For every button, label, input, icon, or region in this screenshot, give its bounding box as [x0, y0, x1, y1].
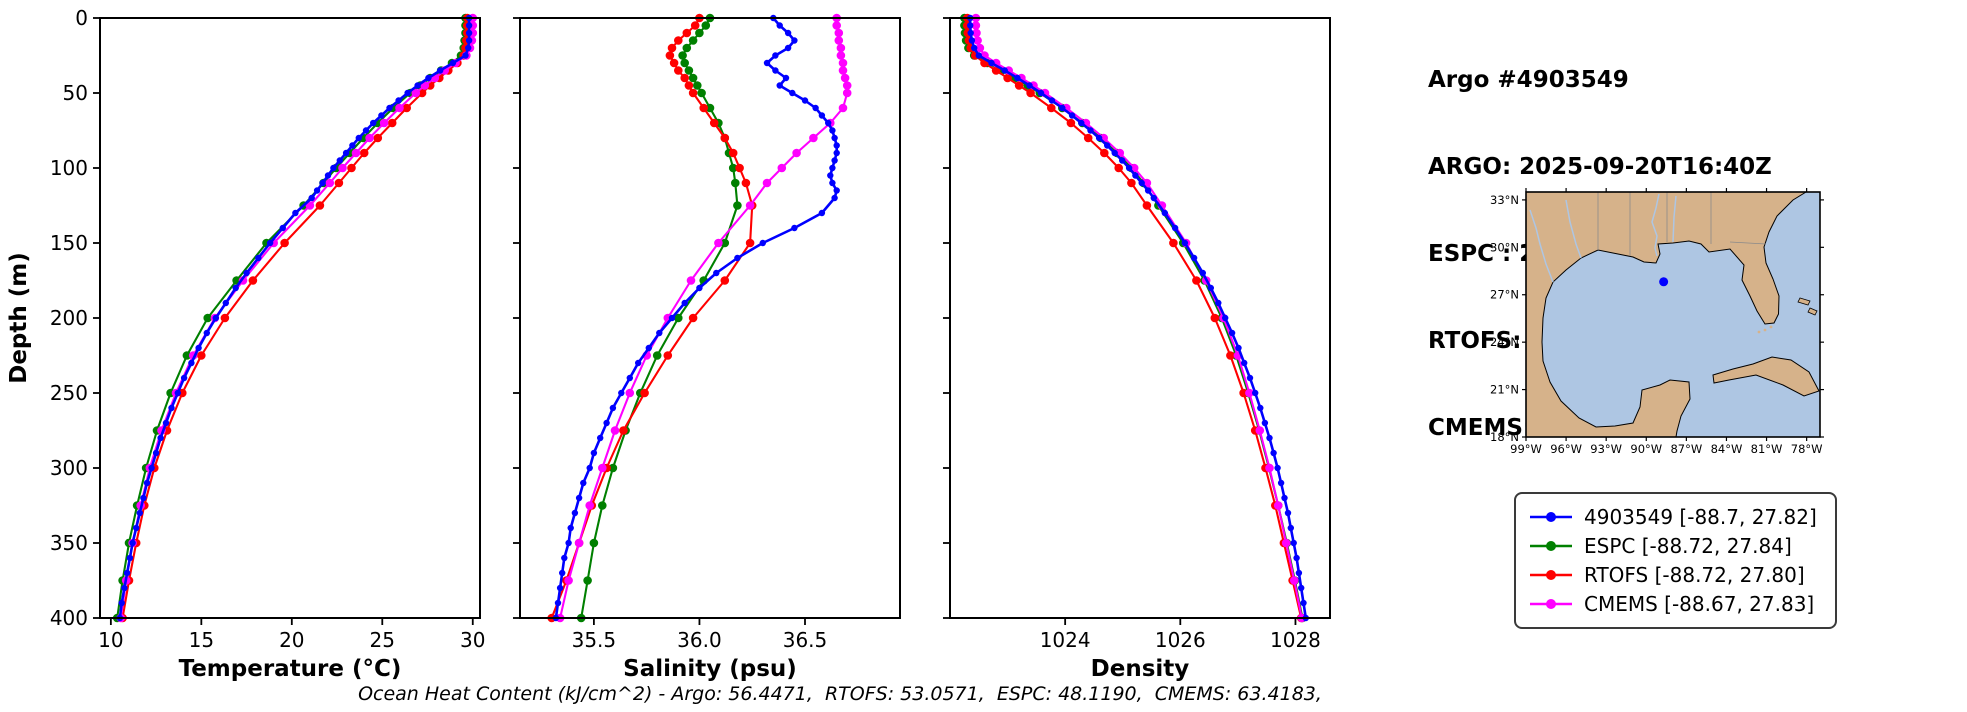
- depth-tick-label: 250: [50, 381, 88, 405]
- temperature-xtick-label: 25: [370, 628, 395, 652]
- temperature-series-cmems: [116, 13, 478, 623]
- depth-tick-label: 100: [50, 156, 88, 180]
- density-series-4903549: [967, 14, 1310, 622]
- ohc-footer: Ocean Heat Content (kJ/cm^2) - Argo: 56.…: [358, 683, 1322, 705]
- profile-charts: 10 15 20 25 30050100150200250300350400Temper…: [6, 6, 1331, 682]
- salinity-axis-label: Salinity (psu): [623, 656, 797, 682]
- map-lon-tick-label: 81°W: [1751, 442, 1783, 456]
- argo-timestamp: ARGO: 2025-09-20T16:40Z: [1428, 154, 1772, 180]
- legend-swatch-rtofs: [1530, 570, 1572, 580]
- salinity-panel: 35.5 36.0 36.5 Salinity (psu): [513, 13, 901, 682]
- depth-tick-label: 150: [50, 231, 88, 255]
- temperature-series-espc: [112, 13, 470, 623]
- legend-item-espc: ESPC [-88.72, 27.84]: [1528, 532, 1817, 560]
- temperature-xtick-label: 15: [189, 628, 214, 652]
- temperature-series-4903549: [116, 14, 473, 622]
- map-frame: [1525, 191, 1821, 438]
- legend-item-cmems: CMEMS [-88.67, 27.83]: [1528, 590, 1817, 618]
- density-xtick-label: 1028: [1270, 628, 1321, 652]
- map-ticks: 99°W 96°W 93°W 90°W 87°W 84°W 81°W 78°W 18°N 21°N…: [1490, 188, 1824, 456]
- legend-swatch-espc: [1530, 541, 1572, 551]
- depth-tick-label: 400: [50, 606, 88, 630]
- density-series-cmems: [971, 13, 1307, 623]
- float-position-marker: [1659, 277, 1669, 287]
- temperature-xtick-label: 20: [279, 628, 304, 652]
- salinity-series-espc: [576, 13, 742, 623]
- map-lon-tick-label: 90°W: [1630, 442, 1662, 456]
- salinity-xtick-label: 35.5: [572, 628, 617, 652]
- map-lon-tick-label: 99°W: [1510, 442, 1542, 456]
- temperature-panel: 10 15 20 25 30050100150200250300350400Temper…: [50, 6, 486, 682]
- rivers: [1529, 193, 1677, 283]
- map-lon-tick-label: 93°W: [1590, 442, 1622, 456]
- density-xtick-label: 1026: [1155, 628, 1206, 652]
- depth-tick-label: 350: [50, 531, 88, 555]
- salinity-series-cmems: [555, 13, 852, 623]
- map-lat-tick-label: 27°N: [1490, 288, 1519, 302]
- density-panel: 1024 1026 1028 Density: [943, 13, 1331, 682]
- salinity-xtick-label: 36.5: [783, 628, 828, 652]
- florida-keys: [1757, 325, 1773, 334]
- depth-tick-label: 300: [50, 456, 88, 480]
- legend-swatch-argo: [1530, 512, 1572, 522]
- legend-item-rtofs: RTOFS [-88.72, 27.80]: [1528, 561, 1817, 589]
- map-lat-tick-label: 33°N: [1490, 193, 1519, 207]
- temperature-xtick-label: 30: [460, 628, 485, 652]
- temperature-frame: [99, 17, 481, 619]
- cuba-island: [1712, 356, 1820, 397]
- depth-tick-label: 0: [75, 6, 88, 30]
- map-lon-tick-label: 84°W: [1711, 442, 1743, 456]
- map-lon-tick-label: 96°W: [1550, 442, 1582, 456]
- legend-label: 4903549 [-88.7, 27.82]: [1584, 505, 1817, 529]
- temperature-xtick-label: 10: [98, 628, 123, 652]
- map-lon-tick-label: 78°W: [1791, 442, 1823, 456]
- depth-axis-label: Depth (m): [6, 252, 32, 384]
- north-america-landmass: [1525, 191, 1808, 438]
- map-lat-tick-label: 24°N: [1490, 335, 1519, 349]
- legend-swatch-cmems: [1530, 599, 1572, 609]
- temperature-series-rtofs: [118, 13, 472, 623]
- map-lat-tick-label: 30°N: [1490, 240, 1519, 254]
- salinity-series-4903549: [552, 14, 840, 622]
- depth-tick-label: 200: [50, 306, 88, 330]
- salinity-series-rtofs: [547, 13, 757, 623]
- map-lat-tick-label: 21°N: [1490, 383, 1519, 397]
- depth-tick-label: 50: [63, 81, 88, 105]
- state-borders: [1597, 192, 1767, 256]
- density-series-rtofs: [963, 13, 1306, 623]
- density-xtick-label: 1024: [1040, 628, 1091, 652]
- legend-item-argo: 4903549 [-88.7, 27.82]: [1528, 503, 1817, 531]
- density-frame: [949, 17, 1331, 619]
- gulf-map: 99°W 96°W 93°W 90°W 87°W 84°W 81°W 78°W 18°N 21°N…: [1490, 188, 1824, 456]
- density-series-espc: [960, 13, 1307, 623]
- legend: 4903549 [-88.7, 27.82] ESPC [-88.72, 27.…: [1514, 492, 1837, 629]
- map-lat-tick-label: 18°N: [1490, 430, 1519, 444]
- temperature-axis-label: Temperature (°C): [179, 656, 402, 682]
- salinity-xtick-label: 36.0: [677, 628, 722, 652]
- bahamas-islands: [1797, 297, 1818, 316]
- figure-title: Argo #4903549: [1428, 67, 1629, 93]
- map-lon-tick-label: 87°W: [1670, 442, 1702, 456]
- density-axis-label: Density: [1091, 656, 1190, 682]
- legend-label: ESPC [-88.72, 27.84]: [1584, 534, 1792, 558]
- legend-label: CMEMS [-88.67, 27.83]: [1584, 592, 1815, 616]
- legend-label: RTOFS [-88.72, 27.80]: [1584, 563, 1805, 587]
